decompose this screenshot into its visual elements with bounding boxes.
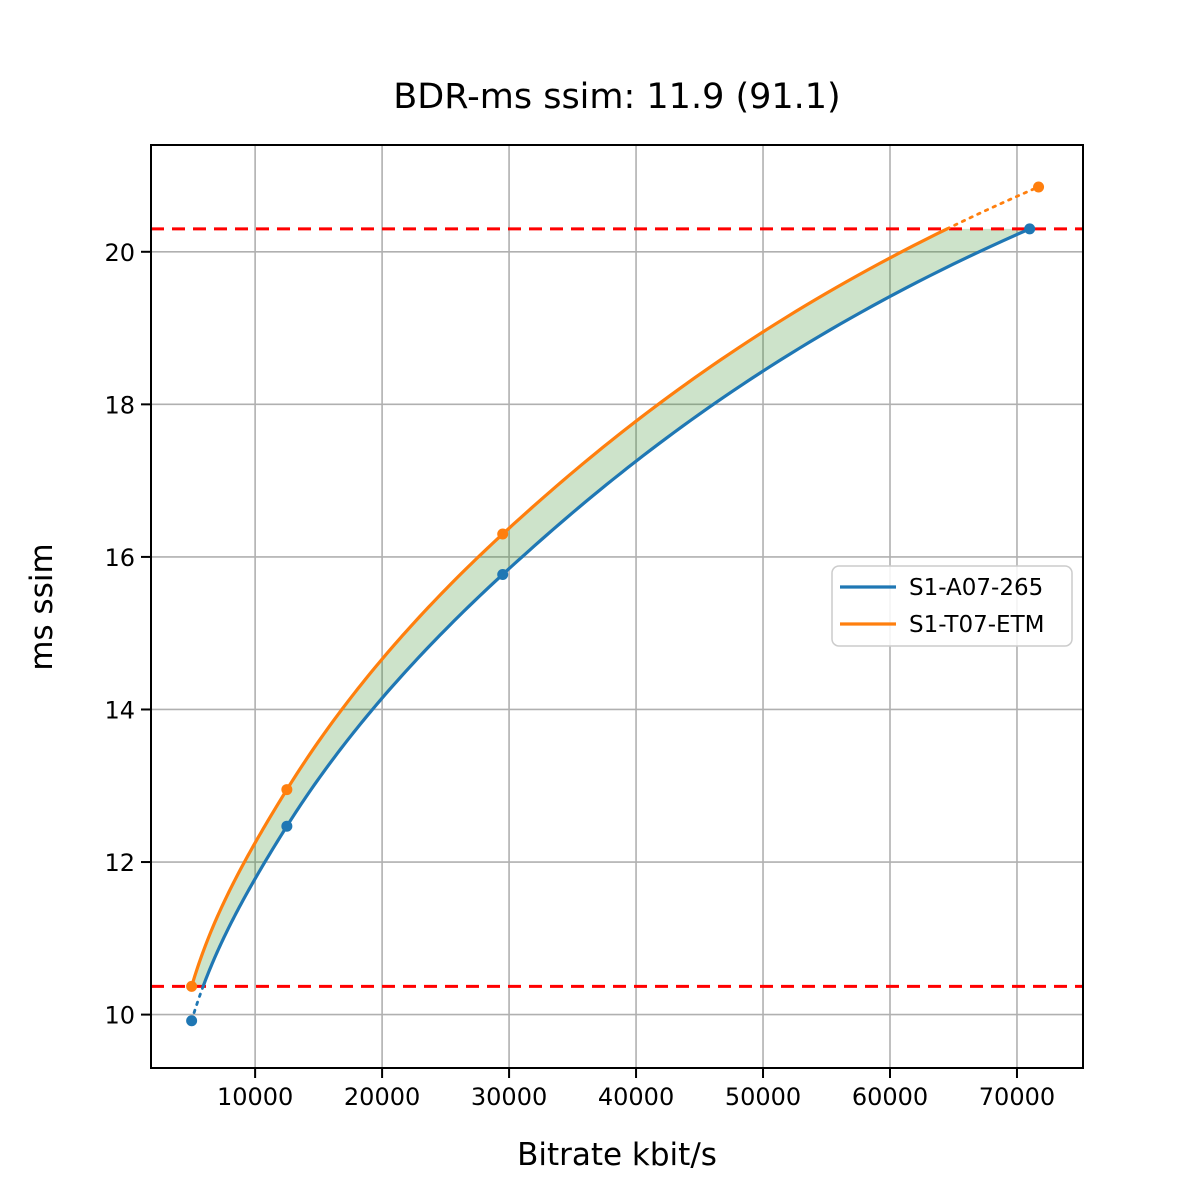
xtick-label-30000: 30000 (471, 1083, 547, 1111)
series-1-marker-29500 (497, 568, 509, 580)
markers-layer (186, 181, 1045, 1027)
x-axis-label: Bitrate kbit/s (517, 1137, 717, 1173)
series-1-marker-5000 (186, 1015, 198, 1027)
ytick-label-14: 14 (104, 696, 135, 724)
series-1-marker-12500 (281, 820, 293, 832)
ytick-label-12: 12 (104, 849, 135, 877)
series-2-dotted-upper (945, 185, 1040, 231)
series-1-marker-71000 (1024, 223, 1036, 235)
xtick-label-40000: 40000 (598, 1083, 674, 1111)
series-2-marker-5000 (186, 980, 198, 992)
chart-title: BDR-ms ssim: 11.9 (91.1) (393, 77, 840, 117)
series-1-dotted-lower (190, 984, 205, 1023)
ytick-label-16: 16 (104, 544, 135, 572)
ytick-label-20: 20 (104, 239, 135, 267)
bd-bounds-layer (151, 227, 1083, 988)
xtick-label-20000: 20000 (344, 1083, 420, 1111)
ytick-label-10: 10 (104, 1002, 135, 1030)
plot-frame (150, 144, 1084, 1069)
series-2-line (190, 227, 949, 988)
ytick-label-18: 18 (104, 391, 135, 419)
series-2-marker-71700 (1033, 181, 1045, 193)
xtick-label-70000: 70000 (979, 1083, 1055, 1111)
xtick-label-10000: 10000 (217, 1083, 293, 1111)
xtick-label-60000: 60000 (852, 1083, 928, 1111)
series-2-marker-29500 (497, 528, 509, 540)
ticks-layer: 10000 20000 30000 40000 50000 60000 70000 10 12 1… (104, 239, 1055, 1111)
legend-label-series-1: S1-A07-265 (909, 575, 1043, 601)
series-2-marker-12500 (281, 784, 293, 796)
legend: S1-A07-265 S1-T07-ETM (831, 565, 1073, 647)
curves-layer (190, 185, 1040, 1023)
legend-label-series-2: S1-T07-ETM (909, 612, 1044, 638)
xtick-label-50000: 50000 (725, 1083, 801, 1111)
y-axis-label: ms ssim (24, 543, 60, 670)
series-1-line (201, 227, 1032, 988)
